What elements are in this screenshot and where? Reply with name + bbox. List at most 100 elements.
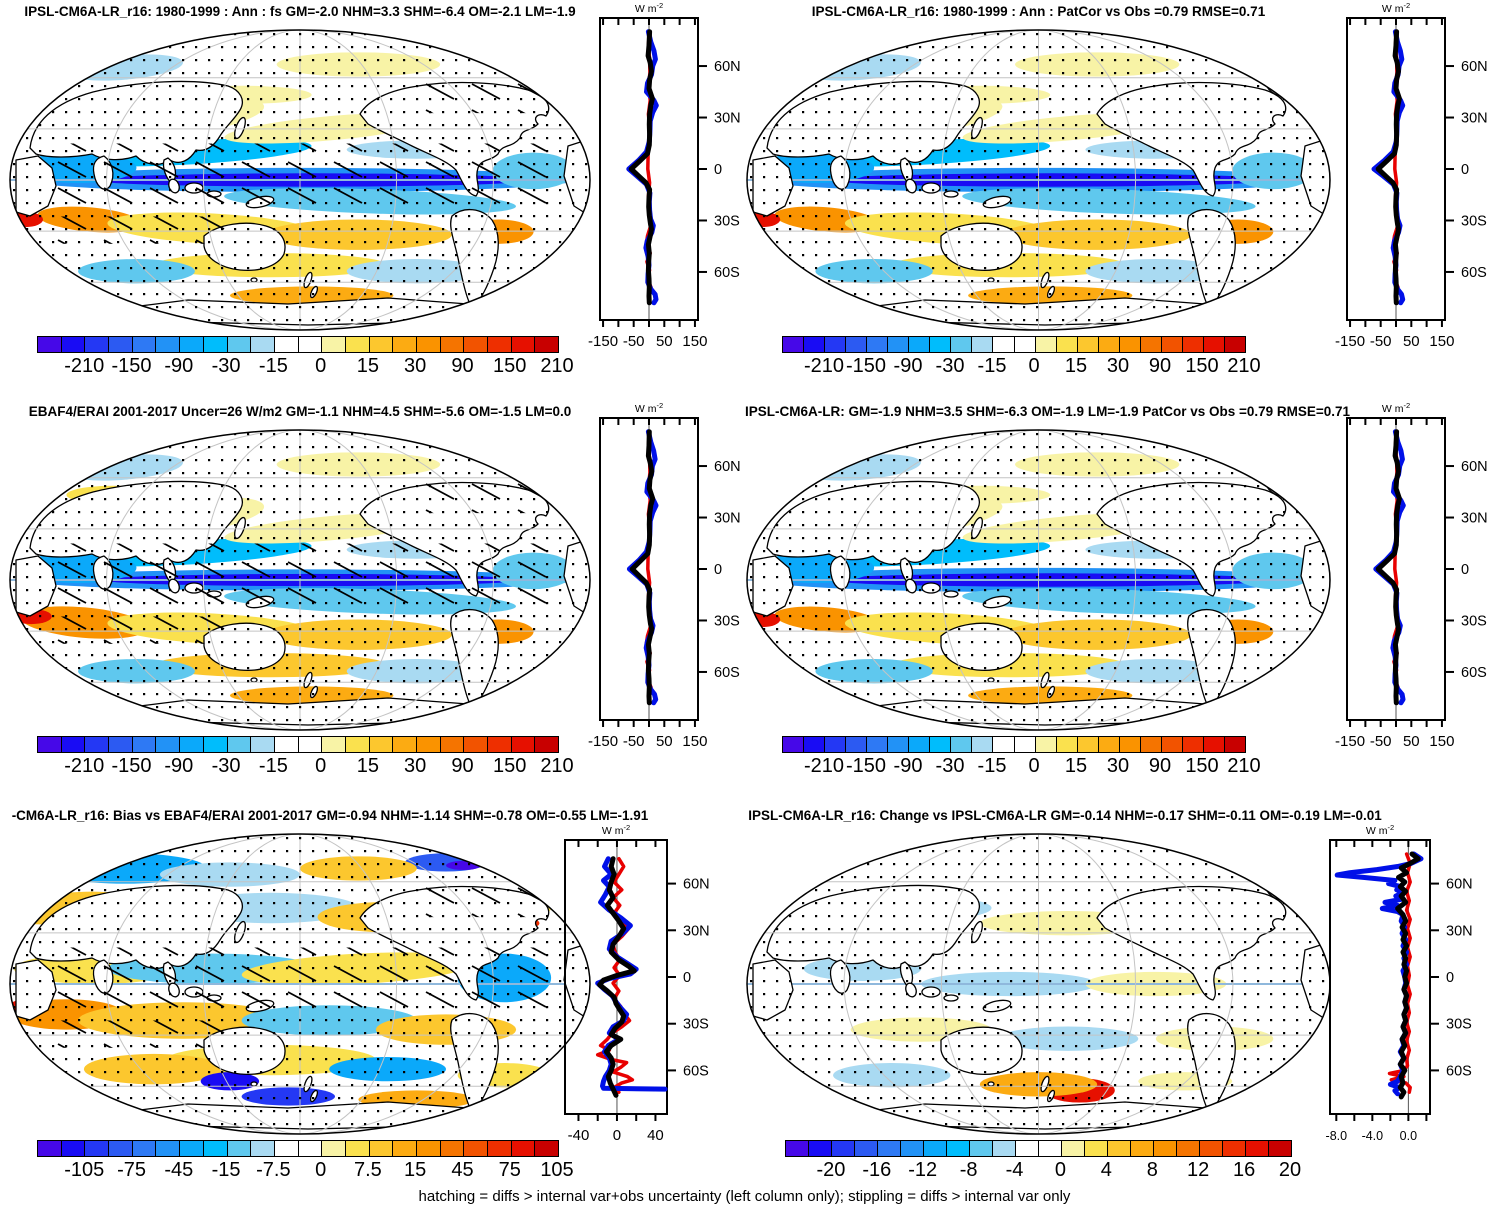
colorbar-tick-label: -30 — [211, 355, 241, 377]
zonal-x-tick-label: 150 — [682, 333, 707, 350]
colorbar-tick-label: -90 — [893, 355, 923, 377]
zonal-x-tick-label: 150 — [682, 733, 707, 750]
stipple-overlay — [747, 430, 1330, 730]
colorbar-segment — [1016, 1141, 1039, 1156]
zonal-x-tick-label: -150 — [588, 733, 618, 750]
colorbar-segment — [993, 737, 1015, 752]
colorbar-segment — [1062, 1141, 1085, 1156]
zonal-x-tick-label: -50 — [1370, 333, 1392, 350]
map-field — [10, 30, 590, 330]
zonal-lat-tick-label: 60S — [714, 265, 740, 281]
map-outline — [746, 29, 1331, 331]
colorbar-segment — [924, 1141, 947, 1156]
colorbar-segment — [38, 337, 62, 352]
colorbar-segment — [369, 1141, 394, 1156]
colorbar-segment — [1161, 337, 1183, 352]
panel-title: EBAF4/ERAI 2001-2017 Uncer=26 W/m2 GM=-1… — [28, 404, 572, 419]
colorbar-tick-label: -4 — [1005, 1159, 1024, 1181]
colorbar-segment — [1035, 737, 1057, 752]
zonal-x-tick-label: 50 — [1403, 333, 1420, 350]
colorbar-tick-label: 0 — [1054, 1159, 1067, 1181]
colorbar-segment — [298, 1141, 323, 1156]
colorbar-segment — [369, 737, 394, 752]
zonal-mean-plot: -40 0 40 60N 30N 0 30S 60S W m-2 — [564, 823, 710, 1144]
zonal-lat-tick-label: 30S — [714, 213, 740, 229]
colorbar-labels: -105 -75 -45 -15 -7.5 0 7.5 15 45 75 105 — [37, 1159, 573, 1183]
colorbar-segment — [951, 737, 973, 752]
zonal-x-tick-label: -4.0 — [1362, 1129, 1384, 1143]
stipple-overlay — [747, 834, 1330, 1134]
colorbar-segment — [1161, 737, 1183, 752]
colorbar-segment — [888, 337, 910, 352]
colorbar-segment — [535, 337, 559, 352]
zonal-x-tick-label: -50 — [1370, 733, 1392, 750]
colorbar-tick-label: 20 — [1278, 1159, 1302, 1181]
colorbar-segment — [993, 1141, 1016, 1156]
zonal-axes — [1346, 17, 1454, 327]
zonal-lat-tick-label: 30S — [683, 1017, 709, 1033]
colorbar-tick-label: 7.5 — [354, 1159, 382, 1181]
zonal-curve-black — [1395, 851, 1421, 1100]
colorbar-segment — [1224, 737, 1246, 752]
zonal-x-tick-label: 40 — [647, 1127, 664, 1144]
colorbar-labels: -210 -150 -90 -30 -15 0 15 30 90 150 210 — [37, 755, 573, 779]
colorbar-tick-label: 210 — [540, 755, 574, 777]
figure-caption: hatching = diffs > internal var+obs unce… — [418, 1188, 1071, 1205]
zonal-lat-tick-label: 30S — [1461, 213, 1487, 229]
colorbar-segment — [345, 337, 370, 352]
colorbar-segment — [1246, 1141, 1269, 1156]
colorbar-segment — [298, 337, 323, 352]
panel-title: IPSL-CM6A-LR_r16: Change vs IPSL-CM6A-LR… — [748, 808, 1382, 823]
zonal-lat-tick-label: 60S — [683, 1063, 709, 1079]
colorbar-segment — [511, 1141, 536, 1156]
colorbar-segment — [1177, 1141, 1200, 1156]
colorbar-segment — [1085, 1141, 1108, 1156]
colorbar-segment — [1108, 1141, 1131, 1156]
colorbar-segment — [488, 1141, 512, 1156]
colorbar-segment — [180, 1141, 204, 1156]
zonal-lat-tick-label: 60S — [1446, 1063, 1472, 1079]
colorbar-segment — [322, 1141, 346, 1156]
colorbar-tick-label: -15 — [258, 355, 288, 377]
colorbar-segment — [369, 337, 394, 352]
zonal-x-tick-label: 0.0 — [1400, 1129, 1417, 1143]
colorbar-segment — [972, 337, 994, 352]
colorbar-segment — [825, 337, 847, 352]
colorbar-segment — [180, 737, 204, 752]
colorbar-tick-label: -7.5 — [256, 1159, 291, 1181]
colorbar-segment — [345, 737, 370, 752]
zonal-x-tick-label: -150 — [1335, 733, 1365, 750]
zonal-lat-tick-label: 30S — [714, 613, 740, 629]
colorbar-segment — [322, 737, 346, 752]
colorbar-tick-label: 30 — [1106, 755, 1130, 777]
zonal-lat-tick-label: 60S — [1461, 665, 1487, 681]
zonal-curve-black — [629, 429, 656, 706]
zonal-curve-black — [1375, 429, 1402, 706]
colorbar-segment — [909, 337, 931, 352]
colorbar-segment — [85, 1141, 110, 1156]
colorbar-segment — [38, 1141, 62, 1156]
colorbar-segment — [1014, 737, 1036, 752]
zonal-x-tick-label: 50 — [656, 733, 673, 750]
zonal-lat-tick-label: 60N — [714, 459, 741, 475]
colorbar-segment — [972, 737, 994, 752]
colorbar-segment — [901, 1141, 924, 1156]
zonal-units-label: W m-2 — [1382, 1, 1410, 15]
colorbar-tick-label: 30 — [404, 355, 427, 377]
colorbar-segment — [535, 737, 559, 752]
colorbar-segment — [1131, 1141, 1154, 1156]
colorbar-segment — [274, 737, 299, 752]
zonal-axes — [564, 839, 676, 1121]
colorbar-segment — [1140, 337, 1162, 352]
colorbar-tick-label: 15 — [356, 355, 380, 377]
colorbar-tick-label: -12 — [908, 1159, 938, 1181]
colorbar-tick-label: -20 — [816, 1159, 846, 1181]
colorbar-segment — [227, 1141, 252, 1156]
colorbar-segment — [804, 737, 826, 752]
colorbar-segment — [61, 1141, 86, 1156]
colorbar-tick-label: 4 — [1100, 1159, 1112, 1181]
colorbar-segment — [846, 737, 868, 752]
colorbar-tick-label: -30 — [211, 755, 241, 777]
zonal-x-tick-label: -50 — [623, 733, 645, 750]
colorbar-segment — [1182, 337, 1204, 352]
